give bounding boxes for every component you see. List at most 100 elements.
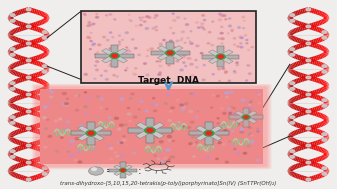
Circle shape xyxy=(26,76,31,79)
Circle shape xyxy=(26,93,31,96)
Circle shape xyxy=(248,110,251,112)
Circle shape xyxy=(160,161,163,162)
Circle shape xyxy=(120,98,123,100)
Circle shape xyxy=(112,54,117,57)
Circle shape xyxy=(80,125,83,127)
Circle shape xyxy=(218,19,221,21)
Circle shape xyxy=(222,126,226,128)
Circle shape xyxy=(75,138,79,140)
Circle shape xyxy=(290,82,295,84)
Circle shape xyxy=(158,79,162,81)
Circle shape xyxy=(109,14,112,15)
FancyBboxPatch shape xyxy=(34,85,269,168)
Circle shape xyxy=(206,132,212,135)
Circle shape xyxy=(221,26,223,28)
Circle shape xyxy=(171,130,174,132)
Circle shape xyxy=(108,144,110,146)
Circle shape xyxy=(208,32,211,33)
Polygon shape xyxy=(135,122,152,132)
Circle shape xyxy=(158,61,161,62)
Circle shape xyxy=(186,79,189,81)
Circle shape xyxy=(222,62,225,64)
Circle shape xyxy=(175,52,178,53)
Circle shape xyxy=(88,37,91,39)
Circle shape xyxy=(228,141,231,142)
Circle shape xyxy=(306,59,311,62)
Circle shape xyxy=(212,131,215,133)
FancyBboxPatch shape xyxy=(35,86,268,167)
Circle shape xyxy=(42,173,47,175)
Circle shape xyxy=(152,101,155,103)
Circle shape xyxy=(179,125,182,126)
Circle shape xyxy=(171,107,174,109)
Circle shape xyxy=(42,167,47,170)
Circle shape xyxy=(10,48,15,50)
Circle shape xyxy=(170,27,172,29)
Circle shape xyxy=(74,159,77,161)
Polygon shape xyxy=(246,115,263,119)
Circle shape xyxy=(47,119,49,120)
Circle shape xyxy=(109,48,112,49)
Circle shape xyxy=(167,135,171,138)
Circle shape xyxy=(203,132,206,134)
Circle shape xyxy=(183,62,185,63)
Circle shape xyxy=(178,122,180,123)
Circle shape xyxy=(216,54,225,59)
Circle shape xyxy=(159,72,161,73)
Circle shape xyxy=(159,156,162,157)
Circle shape xyxy=(155,104,158,105)
Circle shape xyxy=(290,116,295,119)
Circle shape xyxy=(153,110,157,112)
Circle shape xyxy=(51,91,54,93)
Circle shape xyxy=(10,122,15,124)
Circle shape xyxy=(306,178,311,181)
Circle shape xyxy=(166,94,170,96)
Circle shape xyxy=(110,158,113,160)
Circle shape xyxy=(184,42,186,43)
Circle shape xyxy=(290,156,295,158)
Circle shape xyxy=(170,111,172,112)
Circle shape xyxy=(78,145,80,146)
Circle shape xyxy=(26,161,31,164)
Circle shape xyxy=(242,111,245,112)
Circle shape xyxy=(145,110,148,112)
Circle shape xyxy=(237,152,240,154)
Circle shape xyxy=(202,79,205,81)
Circle shape xyxy=(185,103,188,105)
Polygon shape xyxy=(170,51,189,55)
Circle shape xyxy=(118,128,121,130)
Circle shape xyxy=(126,53,128,54)
Circle shape xyxy=(322,173,327,175)
Circle shape xyxy=(251,46,253,48)
Circle shape xyxy=(144,128,147,130)
Circle shape xyxy=(133,153,135,154)
Circle shape xyxy=(217,118,219,119)
Circle shape xyxy=(243,28,245,29)
Circle shape xyxy=(115,155,119,157)
Polygon shape xyxy=(78,126,93,134)
Circle shape xyxy=(146,55,148,57)
Circle shape xyxy=(61,137,63,138)
Circle shape xyxy=(42,133,47,136)
Circle shape xyxy=(290,48,295,50)
Circle shape xyxy=(172,13,174,14)
Circle shape xyxy=(121,155,124,157)
Circle shape xyxy=(92,23,95,25)
Circle shape xyxy=(66,121,70,123)
Circle shape xyxy=(119,35,120,36)
Circle shape xyxy=(90,129,92,130)
Circle shape xyxy=(150,48,153,50)
Circle shape xyxy=(100,75,102,76)
Circle shape xyxy=(95,139,98,141)
Polygon shape xyxy=(122,170,132,175)
Circle shape xyxy=(148,17,151,18)
Circle shape xyxy=(158,74,161,75)
Circle shape xyxy=(132,73,135,75)
Circle shape xyxy=(84,106,87,108)
Circle shape xyxy=(245,120,248,122)
Circle shape xyxy=(104,70,107,72)
Circle shape xyxy=(55,150,59,152)
Circle shape xyxy=(44,146,47,148)
Circle shape xyxy=(177,17,180,19)
Circle shape xyxy=(119,124,123,126)
